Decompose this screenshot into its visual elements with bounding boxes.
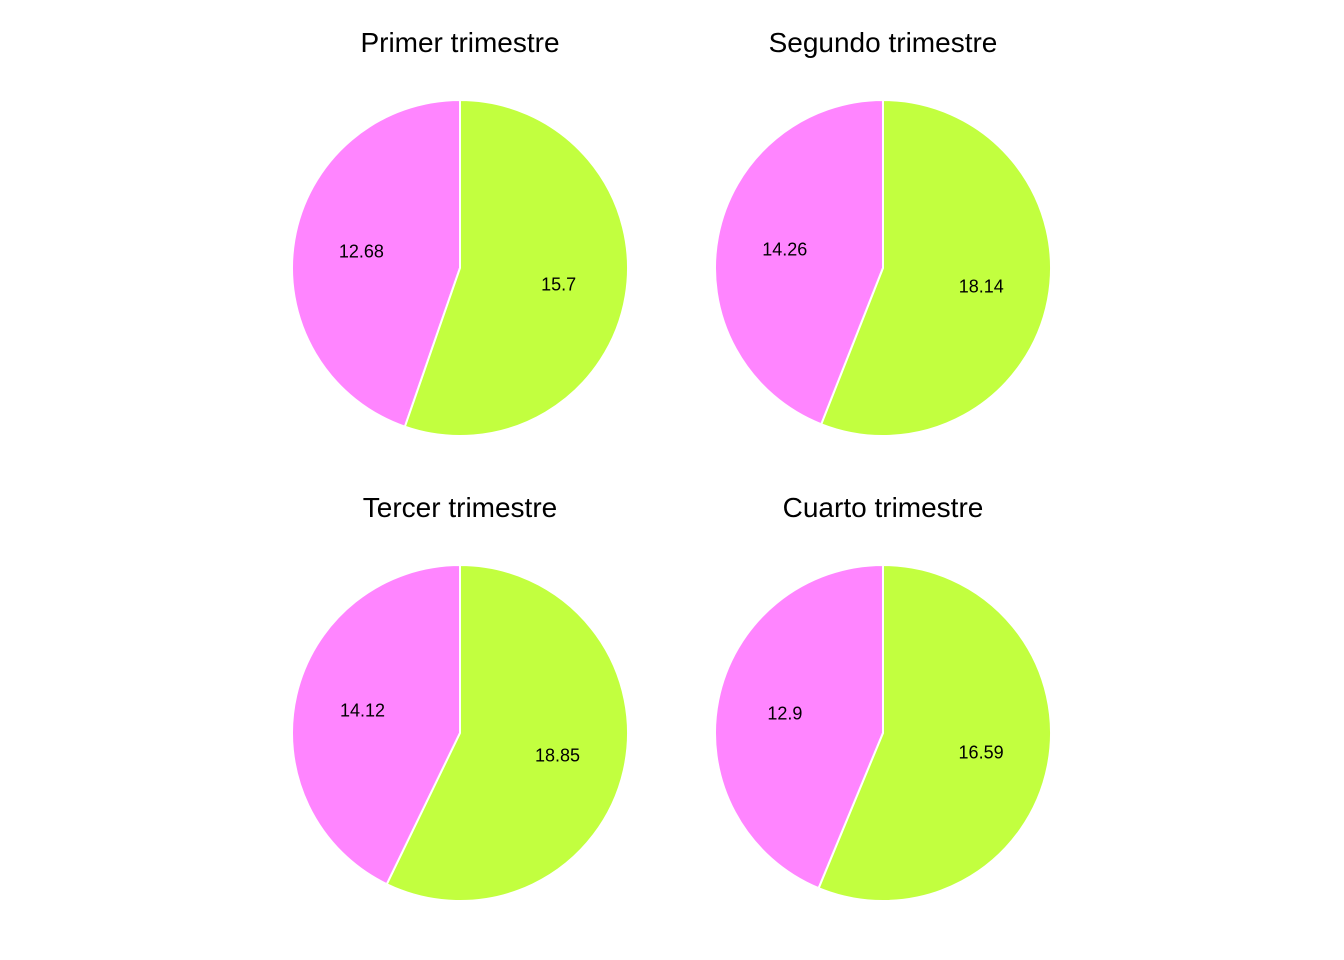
pie-slice-q3-2 xyxy=(385,563,629,902)
chart-title-q3: Tercer trimestre xyxy=(363,492,557,523)
slice-label-q3-1: 14.12 xyxy=(340,701,385,721)
pie-panel-q3: Tercer trimestre 14.12 18.85 xyxy=(291,492,629,902)
slice-label-q2-2: 18.14 xyxy=(959,277,1004,297)
pie-q2: 14.26 18.14 xyxy=(714,98,1052,437)
chart-title-q4: Cuarto trimestre xyxy=(783,492,984,523)
pie-slice-q4-1 xyxy=(714,563,884,890)
pie-q1: 12.68 15.7 xyxy=(291,98,629,437)
chart-title-q2: Segundo trimestre xyxy=(769,27,998,58)
pie-slice-q4-2 xyxy=(817,563,1052,902)
pie-panel-q4: Cuarto trimestre 12.9 16.59 xyxy=(714,492,1052,902)
pie-panel-q1: Primer trimestre 12.68 15.7 xyxy=(291,27,629,437)
slice-label-q1-2: 15.7 xyxy=(541,275,576,295)
pie-q4: 12.9 16.59 xyxy=(714,563,1052,902)
chart-title-q1: Primer trimestre xyxy=(360,27,559,58)
slice-label-q4-1: 12.9 xyxy=(767,703,802,723)
pie-slice-q2-1 xyxy=(714,98,884,426)
slice-label-q3-2: 18.85 xyxy=(535,745,580,765)
slice-label-q4-2: 16.59 xyxy=(959,743,1004,763)
pie-slice-q1-1 xyxy=(291,98,461,428)
pie-q3: 14.12 18.85 xyxy=(291,563,629,902)
pie-slice-q1-2 xyxy=(403,98,629,437)
slice-label-q1-1: 12.68 xyxy=(339,241,384,261)
pie-slice-q3-1 xyxy=(291,563,461,886)
slice-label-q2-1: 14.26 xyxy=(762,239,807,259)
pie-slice-q2-2 xyxy=(819,98,1052,437)
pie-panel-q2: Segundo trimestre 14.26 18.14 xyxy=(714,27,1052,437)
